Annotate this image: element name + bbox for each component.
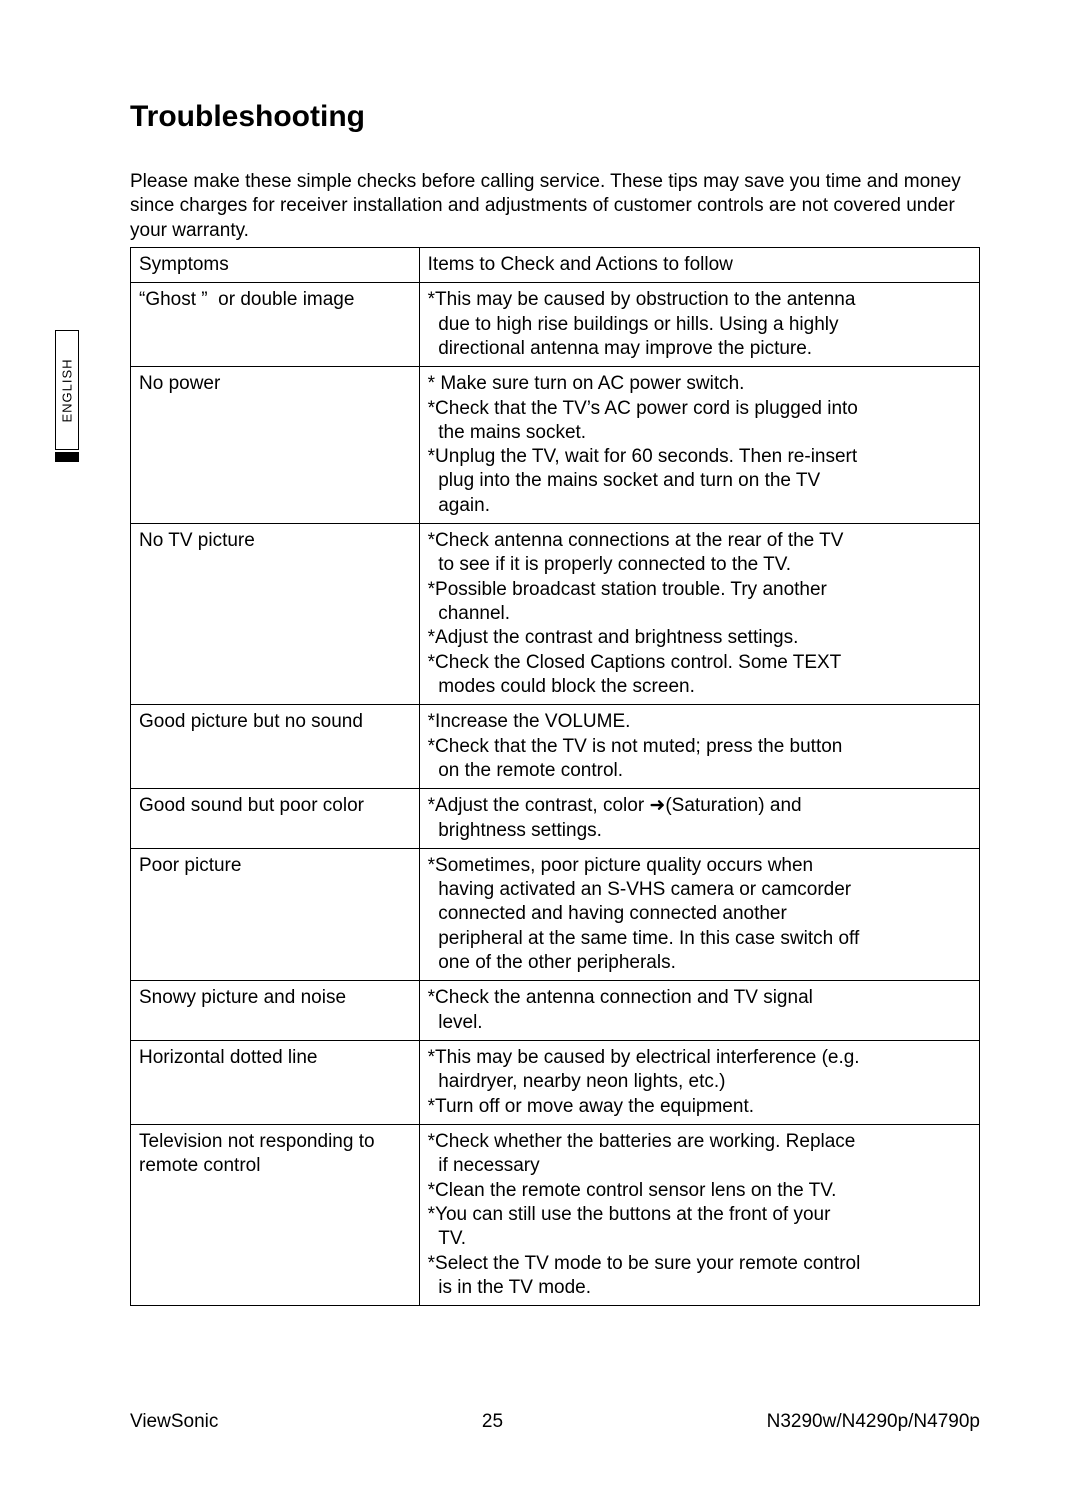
actions-cell: * Make sure turn on AC power switch. *Ch… [419, 367, 979, 524]
symptom-cell: Good picture but no sound [131, 705, 420, 789]
header-actions: Items to Check and Actions to follow [419, 247, 979, 282]
language-tab-label: ENGLISH [60, 358, 75, 422]
intro-paragraph: Please make these simple checks before c… [130, 170, 980, 243]
symptom-cell: No power [131, 367, 420, 524]
symptom-cell: Television not responding to remote cont… [131, 1124, 420, 1305]
table-row: No power* Make sure turn on AC power swi… [131, 367, 980, 524]
actions-cell: *Sometimes, poor picture quality occurs … [419, 848, 979, 981]
table-row: “Ghost ” or double image*This may be cau… [131, 283, 980, 367]
actions-cell: *Check antenna connections at the rear o… [419, 524, 979, 705]
table-header-row: Symptoms Items to Check and Actions to f… [131, 247, 980, 282]
footer-model: N3290w/N4290p/N4790p [767, 1411, 980, 1433]
actions-cell: *Adjust the contrast, color ➜(Saturation… [419, 789, 979, 849]
symptom-cell: Snowy picture and noise [131, 981, 420, 1041]
actions-cell: *Check the antenna connection and TV sig… [419, 981, 979, 1041]
symptom-cell: Good sound but poor color [131, 789, 420, 849]
table-row: Snowy picture and noise*Check the antenn… [131, 981, 980, 1041]
actions-cell: *This may be caused by electrical interf… [419, 1041, 979, 1125]
footer-brand: ViewSonic [130, 1411, 218, 1433]
table-row: Television not responding to remote cont… [131, 1124, 980, 1305]
language-tab: ENGLISH [55, 330, 79, 450]
actions-cell: *This may be caused by obstruction to th… [419, 283, 979, 367]
symptom-cell: Poor picture [131, 848, 420, 981]
footer-page-number: 25 [482, 1411, 503, 1433]
symptom-cell: Horizontal dotted line [131, 1041, 420, 1125]
actions-cell: *Check whether the batteries are working… [419, 1124, 979, 1305]
symptom-cell: “Ghost ” or double image [131, 283, 420, 367]
page-footer: ViewSonic 25 N3290w/N4290p/N4790p [130, 1411, 980, 1433]
manual-page: ENGLISH Troubleshooting Please make thes… [0, 0, 1080, 1493]
page-title: Troubleshooting [130, 100, 980, 134]
symptom-cell: No TV picture [131, 524, 420, 705]
troubleshooting-table: Symptoms Items to Check and Actions to f… [130, 247, 980, 1306]
language-tab-marker [55, 452, 79, 462]
table-row: Horizontal dotted line*This may be cause… [131, 1041, 980, 1125]
header-symptoms: Symptoms [131, 247, 420, 282]
table-row: Good picture but no sound*Increase the V… [131, 705, 980, 789]
table-row: No TV picture*Check antenna connections … [131, 524, 980, 705]
table-row: Poor picture*Sometimes, poor picture qua… [131, 848, 980, 981]
actions-cell: *Increase the VOLUME. *Check that the TV… [419, 705, 979, 789]
table-row: Good sound but poor color*Adjust the con… [131, 789, 980, 849]
